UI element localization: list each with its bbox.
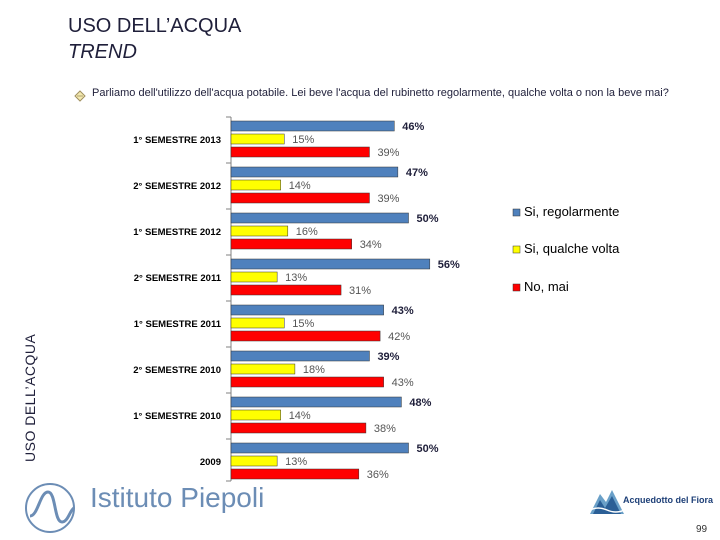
bar-qualche-volta	[230, 317, 285, 329]
partner-name: Acquedotto del Fiora	[623, 495, 713, 505]
category-label: 1° SEMESTRE 2013	[133, 135, 221, 146]
category-label: 2° SEMESTRE 2012	[133, 181, 221, 192]
data-label: 36%	[367, 469, 389, 481]
piepoli-logo-icon	[25, 483, 75, 533]
page-title: USO DELL’ACQUA	[68, 15, 242, 37]
bar-mai	[230, 146, 370, 158]
bar-qualche-volta	[230, 225, 289, 237]
bar-regolarmente	[230, 396, 402, 408]
data-label: 47%	[406, 167, 428, 179]
bar-regolarmente	[230, 350, 370, 362]
bar-qualche-volta	[230, 133, 285, 145]
bar-mai	[230, 238, 352, 250]
legend-swatch	[512, 283, 521, 292]
data-label: 15%	[292, 318, 314, 330]
legend-swatch	[512, 208, 521, 217]
data-label: 46%	[402, 121, 424, 133]
page-number: 99	[696, 524, 708, 535]
category-label: 2° SEMESTRE 2010	[133, 365, 221, 376]
data-label: 43%	[392, 377, 414, 389]
acquedotto-logo-icon	[590, 490, 624, 514]
data-label: 14%	[289, 410, 311, 422]
data-label: 13%	[285, 456, 307, 468]
data-label: 13%	[285, 272, 307, 284]
data-label: 39%	[377, 147, 399, 159]
bar-mai	[230, 284, 342, 296]
bar-regolarmente	[230, 166, 399, 178]
bar-mai	[230, 192, 370, 204]
data-label: 38%	[374, 423, 396, 435]
legend-label: Si, qualche volta	[524, 241, 620, 256]
category-label: 1° SEMESTRE 2010	[133, 411, 221, 422]
bar-qualche-volta	[230, 179, 281, 191]
data-label: 14%	[289, 180, 311, 192]
bar-regolarmente	[230, 304, 384, 316]
legend-label: No, mai	[524, 279, 569, 294]
bar-qualche-volta	[230, 409, 281, 421]
data-label: 50%	[417, 213, 439, 225]
data-label: 16%	[296, 226, 318, 238]
category-label: 2009	[200, 457, 221, 468]
bar-regolarmente	[230, 212, 409, 224]
bar-qualche-volta	[230, 455, 278, 467]
data-label: 39%	[377, 193, 399, 205]
data-label: 43%	[392, 305, 414, 317]
bar-regolarmente	[230, 258, 431, 270]
bar-qualche-volta	[230, 271, 278, 283]
data-label: 42%	[388, 331, 410, 343]
bar-mai	[230, 422, 367, 434]
data-label: 15%	[292, 134, 314, 146]
category-label: 1° SEMESTRE 2011	[134, 319, 222, 330]
bar-mai	[230, 376, 384, 388]
data-label: 18%	[303, 364, 325, 376]
data-label: 50%	[417, 443, 439, 455]
data-label: 34%	[360, 239, 382, 251]
legend-label: Si, regolarmente	[524, 204, 619, 219]
data-label: 56%	[438, 259, 460, 271]
bar-mai	[230, 330, 381, 342]
bar-qualche-volta	[230, 363, 296, 375]
data-label: 31%	[349, 285, 371, 297]
legend-swatch	[512, 245, 521, 254]
bar-regolarmente	[230, 442, 409, 454]
bullet-icon	[74, 90, 86, 102]
category-label: 2° SEMESTRE 2011	[134, 273, 222, 284]
data-label: 39%	[377, 351, 399, 363]
bar-mai	[230, 468, 360, 480]
data-label: 48%	[409, 397, 431, 409]
footer-brand: Istituto Piepoli	[90, 482, 265, 513]
category-label: 1° SEMESTRE 2012	[133, 227, 221, 238]
page-subtitle: TREND	[68, 41, 137, 63]
bar-regolarmente	[230, 120, 395, 132]
survey-question: Parliamo dell'utilizzo dell'acqua potabi…	[92, 87, 669, 99]
